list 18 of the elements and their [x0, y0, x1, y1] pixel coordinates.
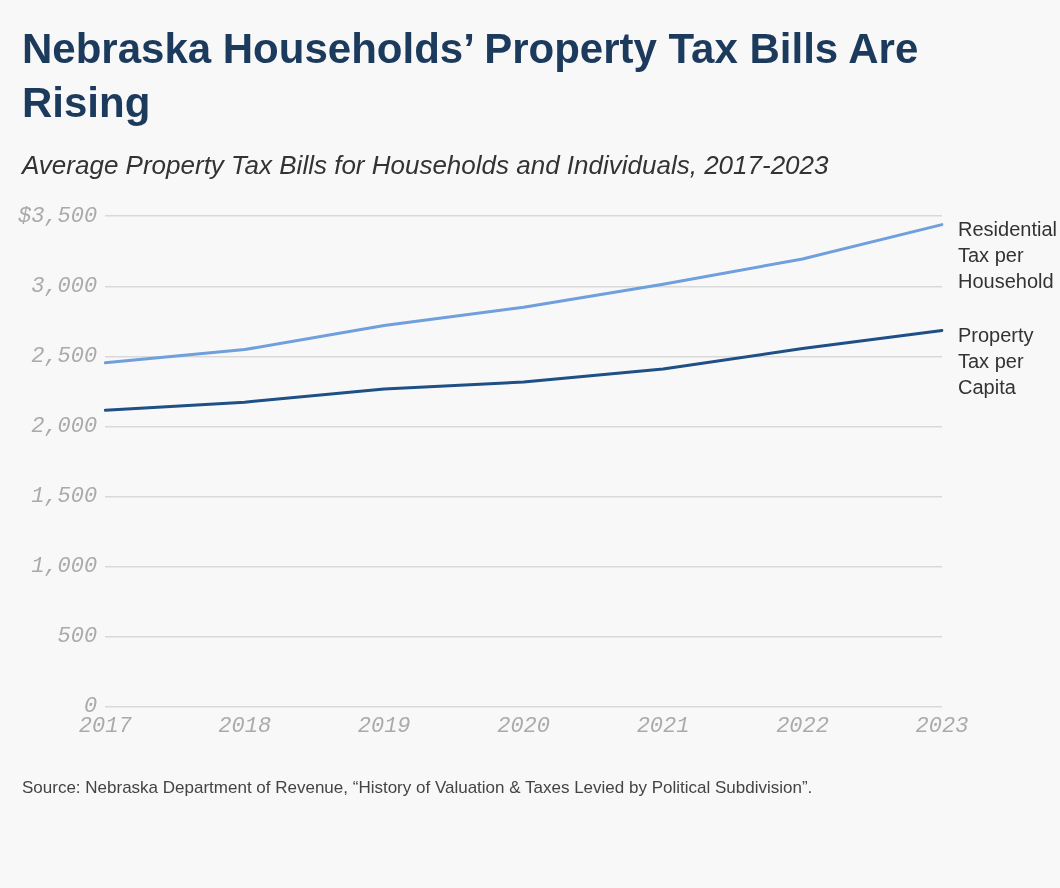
x-tick-label: 2021: [636, 713, 690, 739]
y-tick-label: $3,500: [17, 204, 98, 230]
chart-title: Nebraska Households’ Property Tax Bills Are Rising: [22, 24, 920, 128]
y-tick-label: 3,000: [31, 274, 98, 300]
series-label: Property Tax per Capita: [958, 323, 1034, 398]
source-note: Source: Nebraska Department of Revenue, “History of Valuation & Taxes Levied by Political Subdivision”.: [22, 777, 814, 799]
y-tick-label: 1,500: [31, 484, 98, 510]
x-tick-label: 2018: [218, 713, 272, 739]
y-tick-label: 2,000: [31, 414, 98, 440]
series-label: Residential Tax per Household: [958, 218, 1057, 293]
y-tick-label: 1,000: [31, 554, 98, 580]
y-tick-label: 500: [57, 624, 98, 650]
x-tick-label: 2020: [497, 713, 551, 739]
x-tick-label: 2022: [776, 713, 829, 739]
y-tick-label: 2,500: [31, 344, 98, 370]
x-tick-label: 2023: [915, 713, 969, 739]
x-tick-label: 2019: [357, 713, 411, 739]
chart-subtitle: Average Property Tax Bills for Households and Individuals, 2017-2023: [22, 150, 829, 181]
